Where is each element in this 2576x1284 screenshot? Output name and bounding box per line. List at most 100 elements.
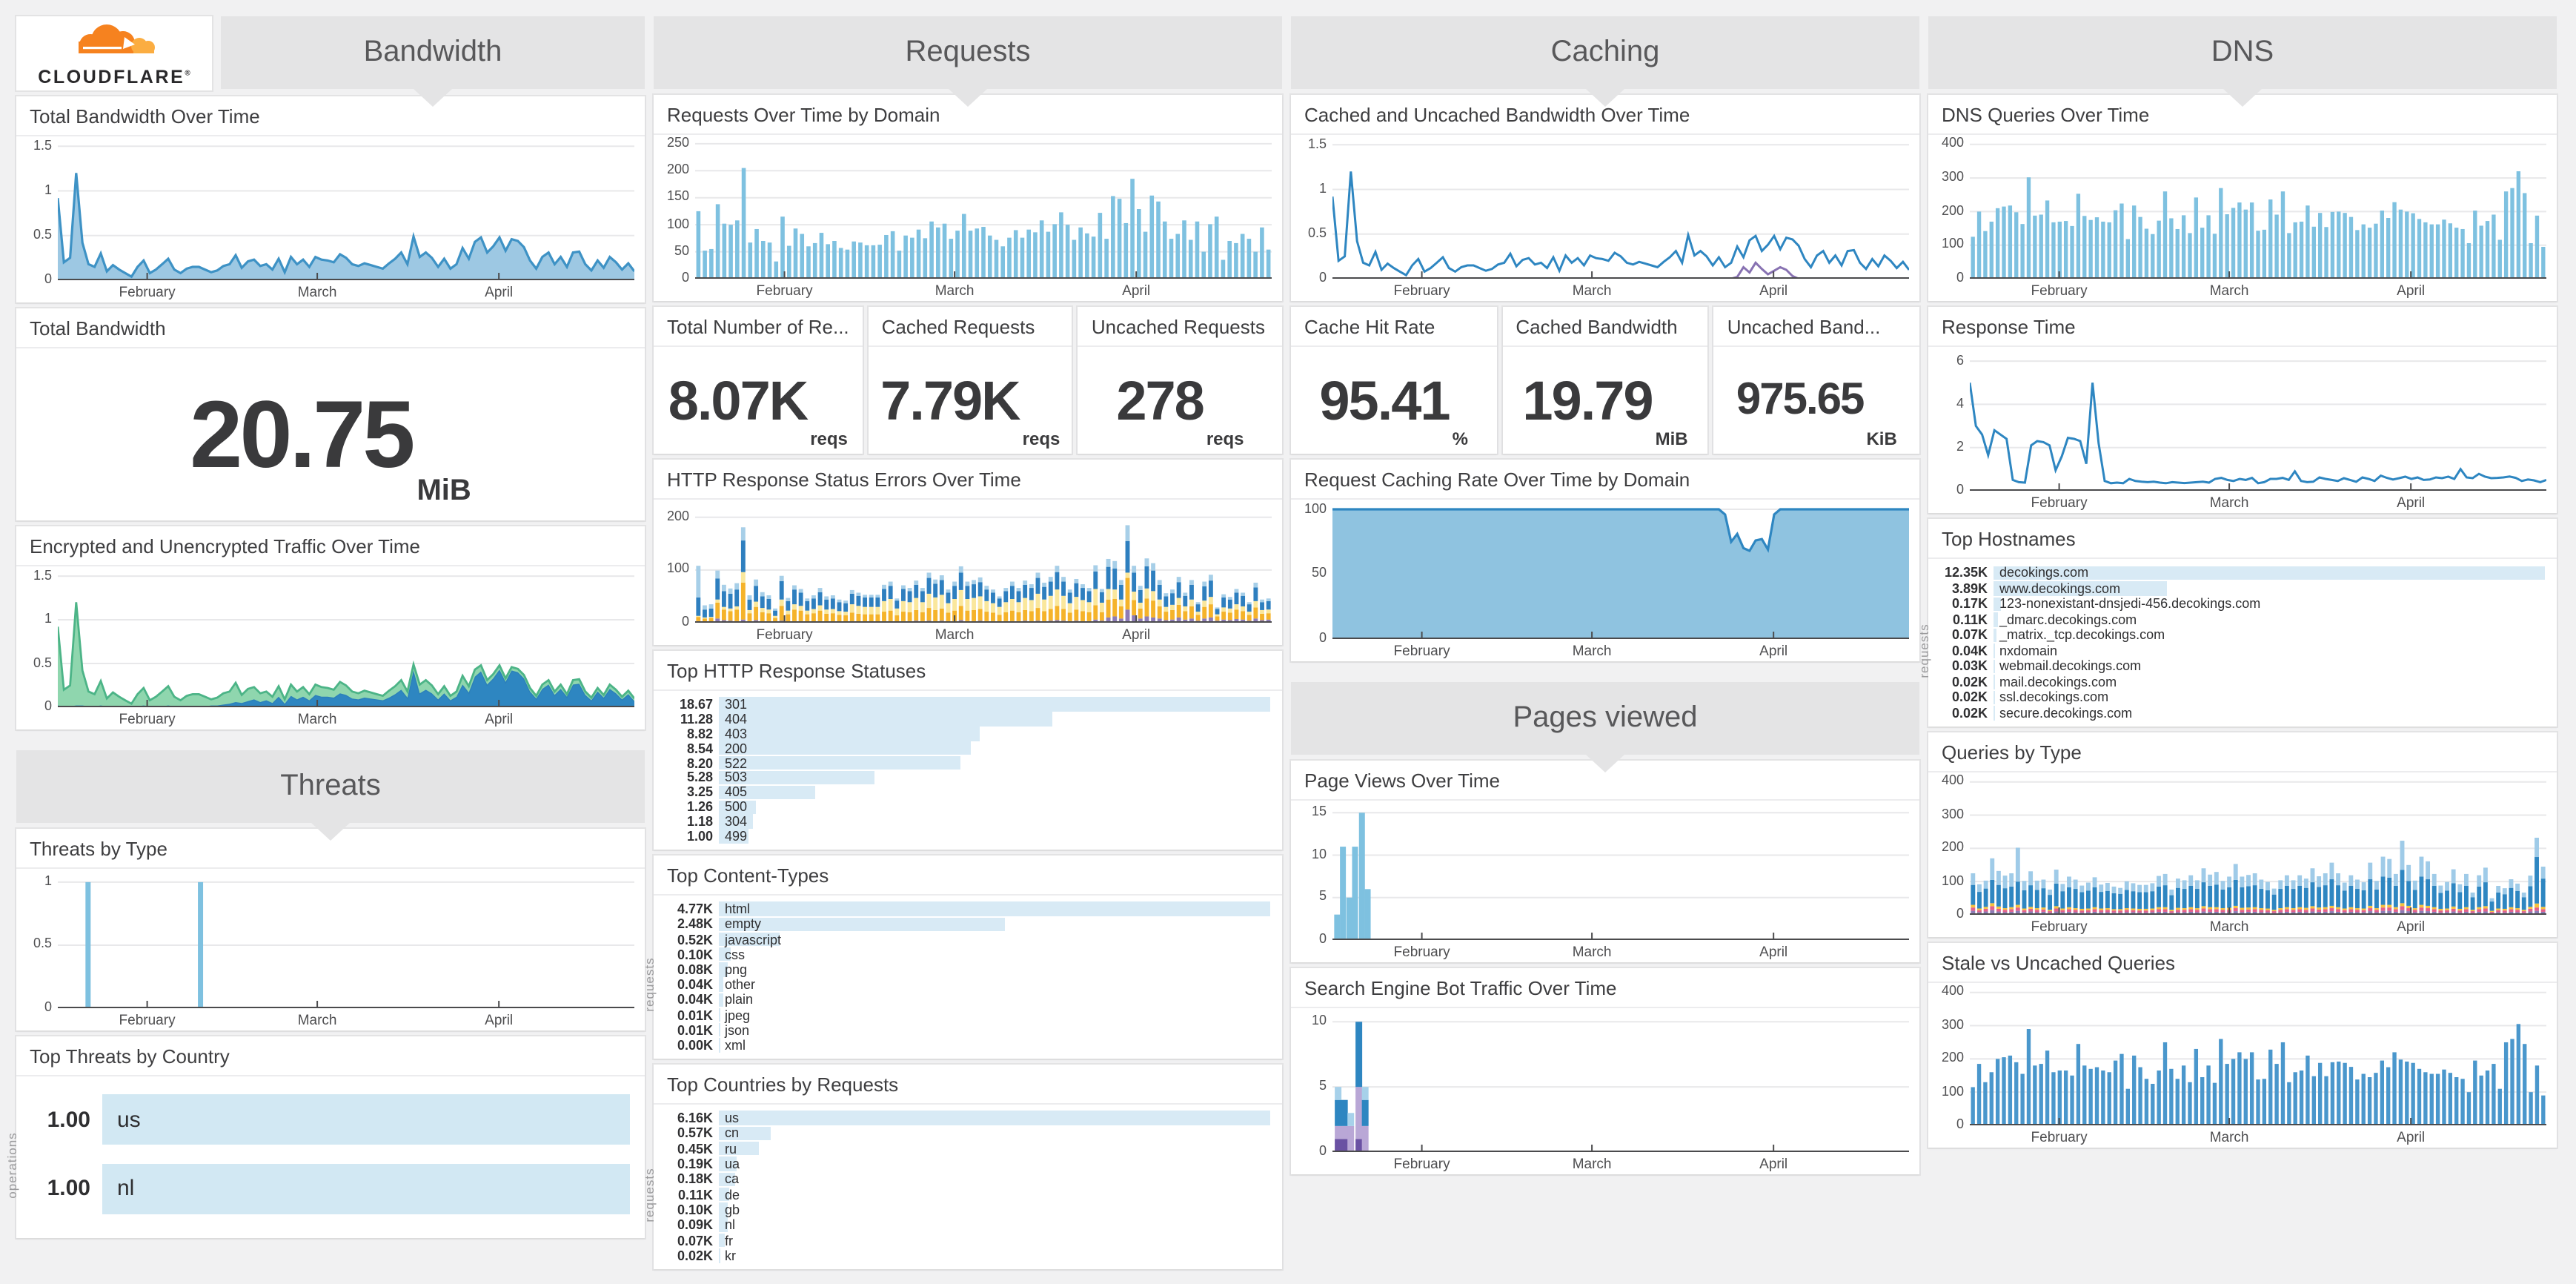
- list-item-bar: [1994, 628, 1997, 642]
- x-axis: February March April: [1393, 1156, 1788, 1173]
- stat-value: 975.65: [1736, 375, 1865, 424]
- list-item-value: 1.18: [686, 814, 713, 830]
- panel-title: Requests Over Time by Domain: [654, 95, 1282, 135]
- list-item-value: 8.82: [686, 726, 713, 741]
- list-item-value: 0.52K: [677, 932, 713, 947]
- cached-uncached-bandwidth-panel: Cached and Uncached Bandwidth Over Time …: [1291, 95, 1919, 301]
- panel-title: Response Time: [1928, 307, 2557, 347]
- y-axis: 0 5 10: [1311, 1013, 1327, 1158]
- x-axis: February March April: [119, 712, 514, 728]
- list-item-value: 6.16K: [677, 1111, 713, 1126]
- panel-title: Queries by Type: [1928, 732, 2557, 772]
- search-bot-traffic-chart[interactable]: 0 5 10 February March April: [1291, 1008, 1919, 1174]
- requests-over-time-chart[interactable]: 0 50 100 150 200 250 February March April: [654, 135, 1282, 301]
- panel-title: Search Engine Bot Traffic Over Time: [1291, 968, 1919, 1008]
- x-axis: February March April: [756, 627, 1151, 643]
- cache-hit-rate-card: Cache Hit Rate 95.41%: [1291, 307, 1497, 454]
- threats-by-type-chart[interactable]: 0 0.5 1 February March April: [16, 869, 645, 1030]
- list-item: 0.08K png: [665, 962, 1270, 977]
- list-item: 1.00 nl: [31, 1160, 630, 1217]
- top-threats-by-country-panel: Top Threats by Country operations 1.00 us…: [4, 1036, 645, 1238]
- page-views-chart[interactable]: 0 5 10 15 February March April: [1291, 801, 1919, 962]
- list-item-label: json: [725, 1022, 750, 1038]
- x-axis: February March April: [2031, 283, 2426, 300]
- uncached-requests-card: Uncached Requests 278 reqs: [1078, 307, 1283, 454]
- stat-value: 19.79: [1522, 370, 1653, 431]
- brand-name: CLOUDFLARE®: [38, 66, 190, 87]
- list-item-label: nxdomain: [1999, 643, 2058, 658]
- y-axis: 0 0.5 1 1.5: [33, 137, 52, 286]
- stat-unit: KiB: [1866, 428, 1897, 449]
- list-item: 0.02K mail.decokings.com: [1940, 674, 2545, 689]
- stale-uncached-queries-chart[interactable]: 0 100 200 300 400 February March April: [1928, 983, 2557, 1148]
- dns-column: DNS DNS Queries Over Time 0 100 200 300 400 …: [1916, 16, 2557, 1284]
- y-axis: 0 100 200 300 400: [1941, 983, 1964, 1131]
- list-item-bar: [719, 947, 731, 962]
- panel-title: DNS Queries Over Time: [1928, 95, 2557, 135]
- list-item-bar: [719, 727, 980, 741]
- cloudflare-logo[interactable]: CLOUDFLARE®: [16, 16, 212, 90]
- list-item-label: us: [117, 1107, 141, 1133]
- list-item-bar: [719, 1233, 726, 1248]
- list-item-value: 8.20: [686, 755, 713, 771]
- list-item: 0.02K kr: [665, 1248, 1270, 1263]
- panel-title: Top HTTP Response Statuses: [654, 651, 1282, 691]
- registered-mark: ®: [185, 69, 190, 79]
- list-item-value: 1.00: [686, 829, 713, 844]
- x-axis: February March April: [2031, 919, 2426, 936]
- list-item-label: fr: [725, 1233, 733, 1248]
- dns-section-header: DNS: [1928, 16, 2557, 107]
- list-item-label: ca: [725, 1171, 740, 1187]
- list-item-bar: [719, 785, 815, 800]
- list-item-bar: [719, 755, 961, 770]
- list-item: 0.45K ru: [665, 1141, 1270, 1156]
- list-item-bar: [719, 741, 971, 755]
- list-item-value: 3.25: [686, 784, 713, 800]
- total-bandwidth-panel: Total Bandwidth 20.75 MiB: [16, 308, 645, 520]
- list-item-label: ssl.decokings.com: [1999, 689, 2109, 705]
- panel-title: Top Countries by Requests: [654, 1065, 1282, 1105]
- encrypted-traffic-chart[interactable]: 0 0.5 1 1.5 February March April: [16, 566, 645, 729]
- panel-title: Uncached Band...: [1713, 307, 1920, 347]
- list-item: 0.09K nl: [665, 1217, 1270, 1233]
- y-axis-label: requests: [642, 1167, 657, 1222]
- list-item-label: html: [725, 901, 751, 917]
- list-item-bar: [102, 1094, 630, 1145]
- list-item-label: de: [725, 1187, 740, 1202]
- list-item-label: decokings.com: [1999, 565, 2089, 580]
- list-item-bar: [719, 800, 757, 815]
- list-item-label: kr: [725, 1248, 736, 1263]
- request-caching-rate-chart[interactable]: 0 50 100 February March April: [1291, 500, 1919, 661]
- list-item-label: jpeg: [725, 1007, 751, 1023]
- dns-queries-chart[interactable]: 0 100 200 300 400 February March April: [1928, 135, 2557, 301]
- y-axis-label: requests: [1916, 623, 1931, 678]
- top-content-types-list: requests 4.77K html 2.48K empty 0.52K javascr…: [642, 896, 1282, 1059]
- list-item: 0.11K _dmarc.decokings.com: [1940, 612, 2545, 627]
- queries-by-type-chart[interactable]: 0 100 200 300 400 February March April: [1928, 772, 2557, 937]
- list-item-bar: [719, 1187, 729, 1202]
- list-item: 3.25 405: [665, 785, 1270, 800]
- list-item-label: 500: [725, 799, 748, 815]
- cached-uncached-bandwidth-chart[interactable]: 0 0.5 1 1.5 February March April: [1291, 135, 1919, 301]
- list-item-bar: [1994, 659, 1996, 673]
- http-errors-chart[interactable]: 0 100 200 February March April: [654, 500, 1282, 645]
- y-axis: 0 100 200 300 400: [1941, 135, 1964, 285]
- list-item-value: 0.11K: [677, 1187, 713, 1202]
- list-item-value: 0.07K: [1951, 627, 1988, 643]
- top-hostnames-panel: Top Hostnames requests 12.35K decokings.c…: [1916, 519, 2557, 727]
- list-item-label: png: [725, 962, 748, 977]
- total-bandwidth-value: 20.75 MiB: [190, 381, 471, 507]
- stat-value: 7.79K: [880, 370, 1020, 431]
- list-item-bar: [719, 1111, 1270, 1125]
- list-item-label: www.decokings.com: [1999, 580, 2121, 596]
- caching-column: Caching Cached and Uncached Bandwidth Ov…: [1291, 16, 1920, 1284]
- top-http-statuses-list: 18.67 301 11.28 404 8.82 403 8.54 200 8.20 522 5.2…: [654, 691, 1282, 850]
- list-item-bar: [719, 1022, 720, 1037]
- list-item-value: 0.08K: [677, 962, 713, 977]
- list-item-value: 2.48K: [677, 916, 713, 932]
- list-item-value: 0.04K: [677, 992, 713, 1007]
- total-bandwidth-over-time-chart[interactable]: 0 0.5 1 1.5 February March April: [16, 136, 645, 302]
- y-axis: 0 0.5 1 1.5: [1307, 136, 1327, 285]
